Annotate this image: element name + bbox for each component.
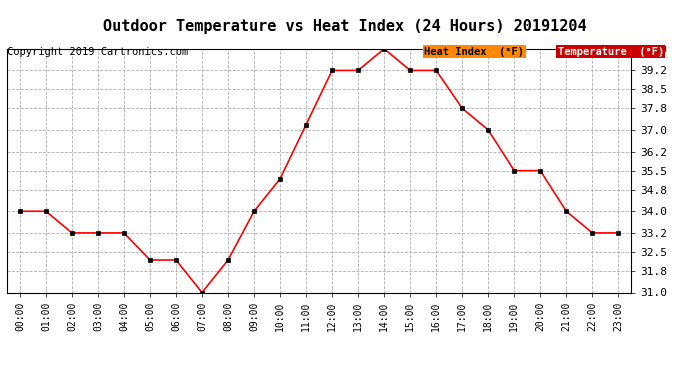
Text: Temperature  (°F): Temperature (°F) bbox=[558, 47, 664, 57]
Text: Heat Index  (°F): Heat Index (°F) bbox=[424, 47, 524, 57]
Text: Copyright 2019 Cartronics.com: Copyright 2019 Cartronics.com bbox=[7, 47, 188, 57]
Text: Outdoor Temperature vs Heat Index (24 Hours) 20191204: Outdoor Temperature vs Heat Index (24 Ho… bbox=[104, 19, 586, 34]
